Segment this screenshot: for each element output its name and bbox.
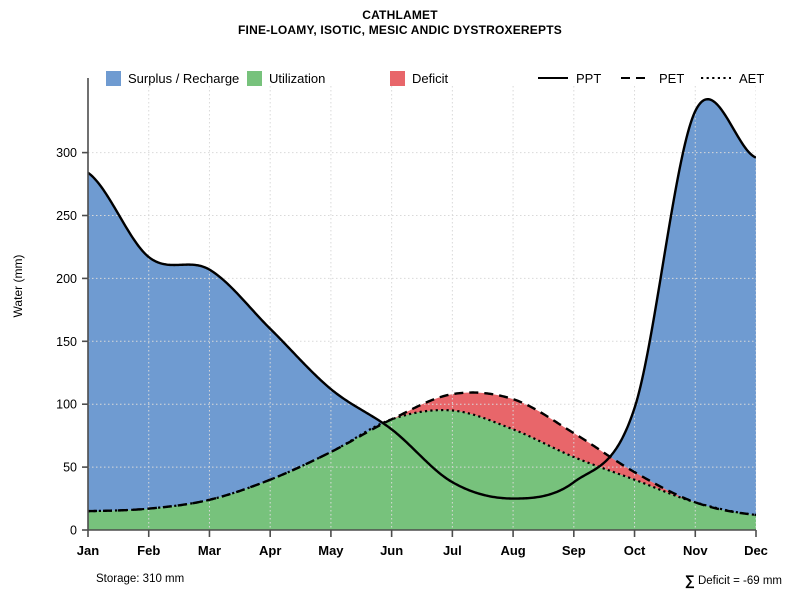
- x-tick-label-mar: Mar: [198, 543, 221, 558]
- legend-label-ppt: PPT: [576, 70, 602, 86]
- x-tick-label-oct: Oct: [624, 543, 646, 558]
- legend-item-utilization: Utilization: [247, 68, 325, 88]
- legend-item-pet: PET: [620, 68, 684, 88]
- title-line-1: CATHLAMET: [362, 8, 438, 22]
- legend-label-utilization: Utilization: [269, 70, 326, 86]
- legend-label-aet: AET: [739, 70, 765, 86]
- title-line-2: FINE-LOAMY, ISOTIC, MESIC ANDIC DYSTROXE…: [238, 23, 562, 37]
- legend-label-deficit: Deficit: [412, 70, 449, 86]
- legend-label-pet: PET: [659, 70, 685, 86]
- legend-swatch-utilization: [247, 70, 262, 86]
- x-tick-label-aug: Aug: [500, 543, 525, 558]
- chart-title: CATHLAMET FINE-LOAMY, ISOTIC, MESIC ANDI…: [0, 8, 800, 38]
- legend-item-ppt: PPT: [537, 68, 601, 88]
- x-tick-label-may: May: [318, 543, 344, 558]
- x-tick-label-jul: Jul: [443, 543, 462, 558]
- x-tick-label-nov: Nov: [683, 543, 708, 558]
- y-tick-label: 0: [70, 524, 77, 538]
- legend-item-deficit: Deficit: [390, 68, 448, 88]
- legend-swatch-surplus: [106, 70, 121, 86]
- legend-line-pet-icon: [620, 71, 652, 85]
- chart-legend: Surplus / Recharge Utilization Deficit P…: [0, 68, 800, 88]
- legend-item-surplus: Surplus / Recharge: [106, 68, 239, 88]
- storage-note: Storage: 310 mm: [96, 573, 185, 585]
- x-tick-label-jan: Jan: [77, 543, 99, 558]
- x-tick-label-sep: Sep: [562, 543, 586, 558]
- x-tick-label-dec: Dec: [744, 543, 768, 558]
- x-tick-label-apr: Apr: [259, 543, 281, 558]
- y-tick-label: 250: [56, 209, 77, 223]
- x-tick-label-jun: Jun: [380, 543, 403, 558]
- legend-swatch-deficit: [390, 70, 405, 86]
- legend-line-ppt-icon: [537, 71, 569, 85]
- x-tick-label-feb: Feb: [137, 543, 160, 558]
- y-tick-label: 200: [56, 272, 77, 286]
- y-tick-label: 150: [56, 335, 77, 349]
- deficit-note: ∑ Deficit = -69 mm: [685, 572, 782, 588]
- y-tick-label: 100: [56, 398, 77, 412]
- deficit-note-text: Deficit = -69 mm: [694, 575, 782, 587]
- y-tick-label: 300: [56, 146, 77, 160]
- legend-label-surplus: Surplus / Recharge: [128, 70, 240, 86]
- sigma-symbol: ∑: [684, 572, 695, 588]
- legend-item-aet: AET: [700, 68, 764, 88]
- y-tick-label: 50: [63, 461, 77, 475]
